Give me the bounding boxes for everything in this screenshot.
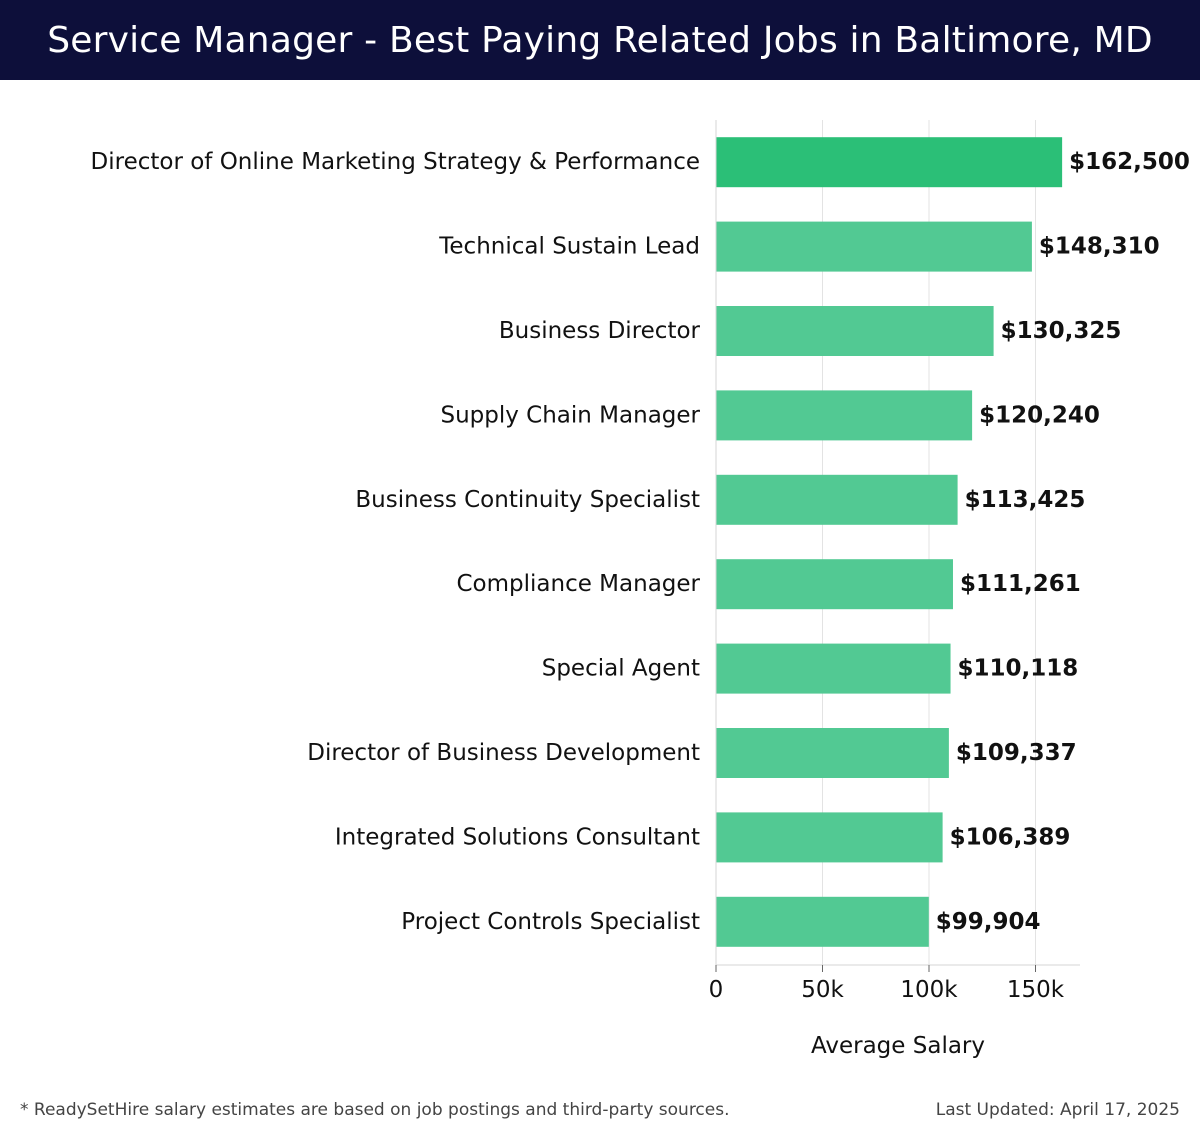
- bar: [716, 643, 951, 694]
- x-axis: 0 50k 100k 150k Average Salary: [709, 120, 1080, 1059]
- category-label: Project Controls Specialist: [401, 909, 700, 935]
- value-label: $110,118: [958, 656, 1079, 682]
- value-label: $106,389: [950, 824, 1071, 850]
- x-tick-label: 0: [709, 977, 724, 1003]
- category-label: Integrated Solutions Consultant: [335, 824, 700, 850]
- footer-note: * ReadySetHire salary estimates are base…: [20, 1100, 730, 1120]
- bar: [716, 728, 949, 778]
- category-label: Supply Chain Manager: [440, 402, 700, 428]
- value-label: $130,325: [1001, 318, 1122, 344]
- x-axis-title: Average Salary: [811, 1033, 985, 1059]
- category-label: Business Continuity Specialist: [355, 487, 700, 513]
- value-label: $162,500: [1069, 149, 1190, 175]
- category-label: Special Agent: [542, 656, 700, 682]
- bar: [716, 812, 943, 863]
- x-tick-label: 150k: [1007, 977, 1065, 1003]
- bar: [716, 306, 994, 356]
- footer-last-updated: Last Updated: April 17, 2025: [935, 1100, 1180, 1120]
- chart-header: Service Manager - Best Paying Related Jo…: [0, 0, 1200, 80]
- value-label: $148,310: [1039, 234, 1160, 260]
- bar: [716, 559, 953, 610]
- category-labels: Director of Online Marketing Strategy & …: [91, 149, 701, 935]
- bars: [716, 137, 1063, 947]
- value-label: $109,337: [956, 740, 1077, 766]
- category-label: Business Director: [499, 318, 701, 344]
- salary-bar-chart: Director of Online Marketing Strategy & …: [91, 120, 1190, 1059]
- x-tick-label: 100k: [900, 977, 958, 1003]
- category-label: Technical Sustain Lead: [438, 234, 700, 260]
- category-label: Compliance Manager: [456, 571, 700, 597]
- chart-title: Service Manager - Best Paying Related Jo…: [47, 19, 1153, 61]
- value-label: $120,240: [979, 402, 1100, 428]
- bar: [716, 474, 958, 525]
- category-label: Director of Online Marketing Strategy & …: [91, 149, 700, 175]
- bar: [716, 137, 1063, 188]
- bar: [716, 221, 1032, 272]
- value-label: $111,261: [960, 571, 1081, 597]
- x-tick-label: 50k: [801, 977, 844, 1003]
- value-labels: $162,500 $148,310 $130,325 $120,240 $113,425…: [936, 149, 1190, 935]
- value-label: $113,425: [965, 487, 1086, 513]
- bar: [716, 896, 929, 947]
- category-label: Director of Business Development: [307, 740, 700, 766]
- value-label: $99,904: [936, 909, 1041, 935]
- bar: [716, 390, 973, 441]
